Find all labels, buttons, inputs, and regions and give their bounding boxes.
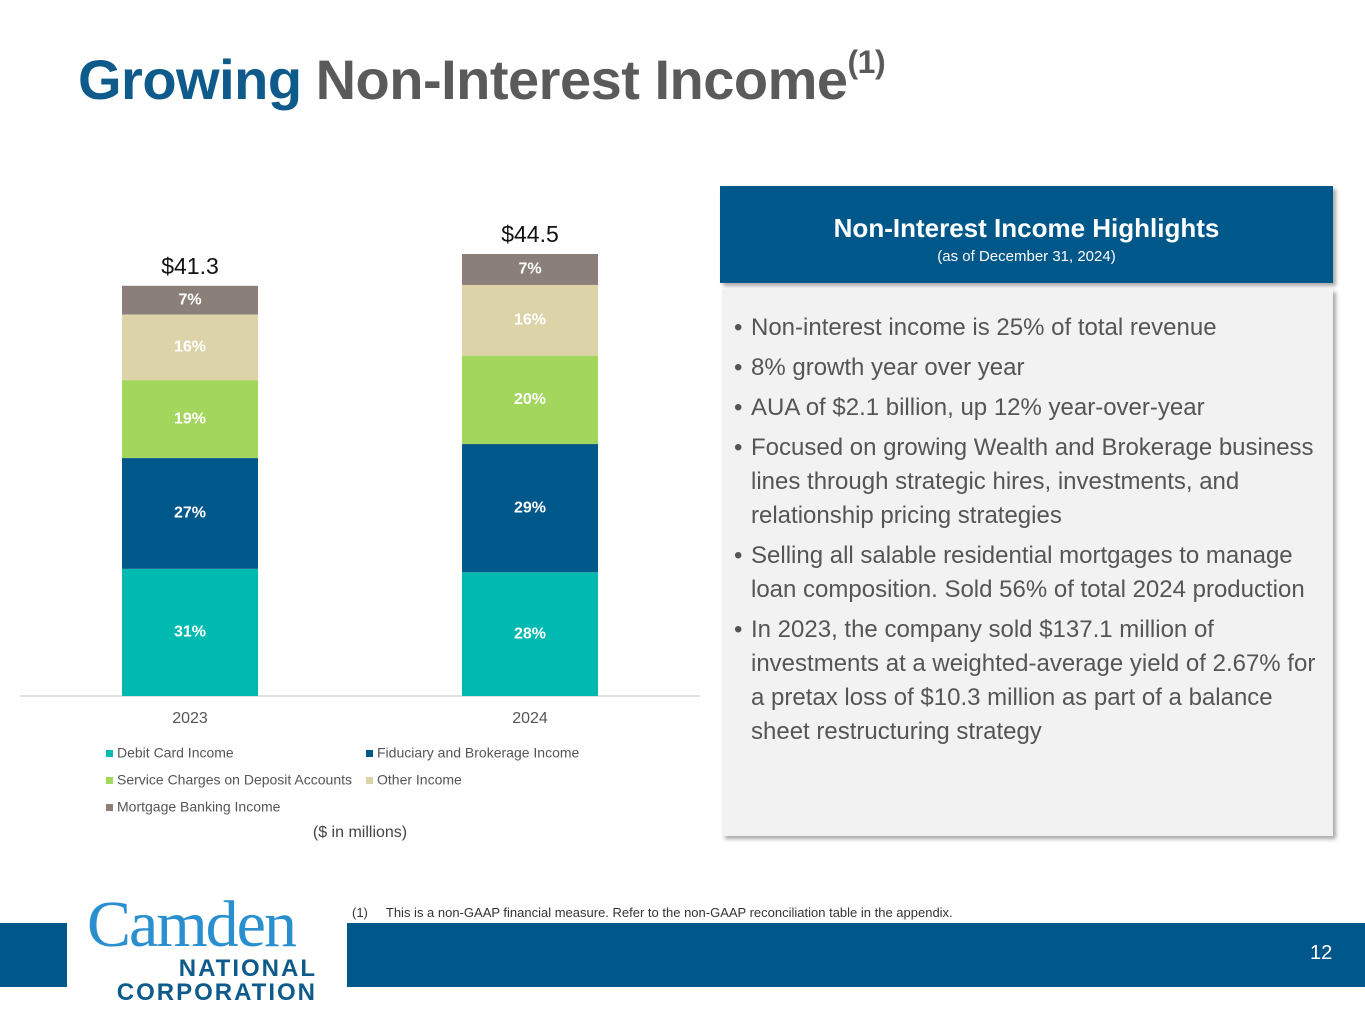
- footnote-marker: (1): [352, 905, 368, 920]
- logo-name: Camden: [87, 888, 297, 961]
- bullet: Selling all salable residential mortgage…: [734, 539, 1317, 607]
- legend-swatch: [106, 750, 113, 757]
- bar-segment: [122, 568, 258, 696]
- bar-segment: [122, 380, 258, 459]
- legend-swatch: [366, 777, 373, 784]
- logo-line: NATIONAL: [178, 955, 317, 982]
- bar-segment: [122, 458, 258, 569]
- title-superscript: (1): [847, 44, 886, 80]
- total-label: $41.3: [161, 253, 219, 279]
- segment-label: 7%: [178, 291, 201, 308]
- segment-label: 28%: [514, 625, 546, 642]
- legend-swatch: [106, 777, 113, 784]
- legend-swatch: [106, 804, 113, 811]
- panel-subtitle: (as of December 31, 2024): [937, 248, 1116, 265]
- bar-segment: [122, 314, 258, 381]
- title-bold: Growing: [78, 48, 302, 111]
- bullet: Non-interest income is 25% of total reve…: [734, 311, 1317, 345]
- bullet: Focused on growing Wealth and Brokerage …: [734, 431, 1317, 533]
- bar-segment: [462, 444, 598, 573]
- bar-segment: [462, 355, 598, 445]
- segment-label: 27%: [174, 505, 206, 522]
- segment-label: 19%: [174, 410, 206, 427]
- legend-label: Service Charges on Deposit Accounts: [117, 772, 352, 788]
- bullet: AUA of $2.1 billion, up 12% year-over-ye…: [734, 391, 1317, 425]
- page-number: 12: [1310, 942, 1333, 964]
- legend-swatch: [366, 750, 373, 757]
- segment-label: 16%: [174, 339, 206, 356]
- x-tick-label: 2023: [172, 710, 208, 727]
- legend-label: Mortgage Banking Income: [117, 799, 281, 815]
- bullet: In 2023, the company sold $137.1 million…: [734, 613, 1317, 749]
- bar-segment: [462, 284, 598, 356]
- bullet: 8% growth year over year: [734, 351, 1317, 385]
- x-tick-label: 2024: [512, 710, 548, 727]
- slide-title: Growing Non-Interest Income(1): [78, 44, 886, 112]
- logo: Camden NATIONAL CORPORATION: [67, 888, 347, 1024]
- footnote-text: This is a non-GAAP financial measure. Re…: [385, 905, 953, 920]
- total-label: $44.5: [501, 221, 559, 247]
- segment-label: 29%: [514, 499, 546, 516]
- segment-label: 16%: [514, 312, 546, 329]
- legend-label: Fiduciary and Brokerage Income: [377, 745, 580, 761]
- segment-label: 20%: [514, 391, 546, 408]
- bar-segment: [462, 254, 598, 285]
- footnote: (1) This is a non-GAAP financial measure.…: [352, 905, 953, 920]
- panel-body: Non-interest income is 25% of total reve…: [722, 289, 1333, 836]
- legend-label: Other Income: [377, 772, 462, 788]
- bar-segment: [122, 285, 258, 315]
- panel-title: Non-Interest Income Highlights: [833, 213, 1220, 243]
- bullet-list: Non-interest income is 25% of total reve…: [734, 311, 1317, 749]
- segment-label: 7%: [518, 261, 541, 278]
- segment-label: 31%: [174, 624, 206, 641]
- logo-line: CORPORATION: [116, 979, 317, 1006]
- legend-label: Debit Card Income: [117, 745, 234, 761]
- chart: 31% 27% 19% 16% 7% $41.3 2023 28% 29% 20% 16% 7% $44…: [20, 221, 700, 841]
- unit-note: ($ in millions): [313, 824, 407, 841]
- title-rest: Non-Interest Income: [315, 48, 848, 111]
- bar-segment: [462, 572, 598, 696]
- panel-header: Non-Interest Income Highlights (as of De…: [720, 186, 1333, 283]
